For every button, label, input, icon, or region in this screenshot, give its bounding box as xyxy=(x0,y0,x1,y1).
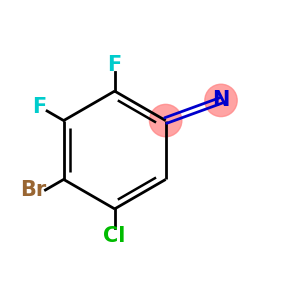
Text: F: F xyxy=(32,97,46,117)
Circle shape xyxy=(205,84,237,117)
Text: Br: Br xyxy=(20,180,47,200)
Text: N: N xyxy=(212,90,230,110)
Text: Cl: Cl xyxy=(103,226,126,246)
Text: F: F xyxy=(107,55,122,75)
Circle shape xyxy=(149,104,182,137)
